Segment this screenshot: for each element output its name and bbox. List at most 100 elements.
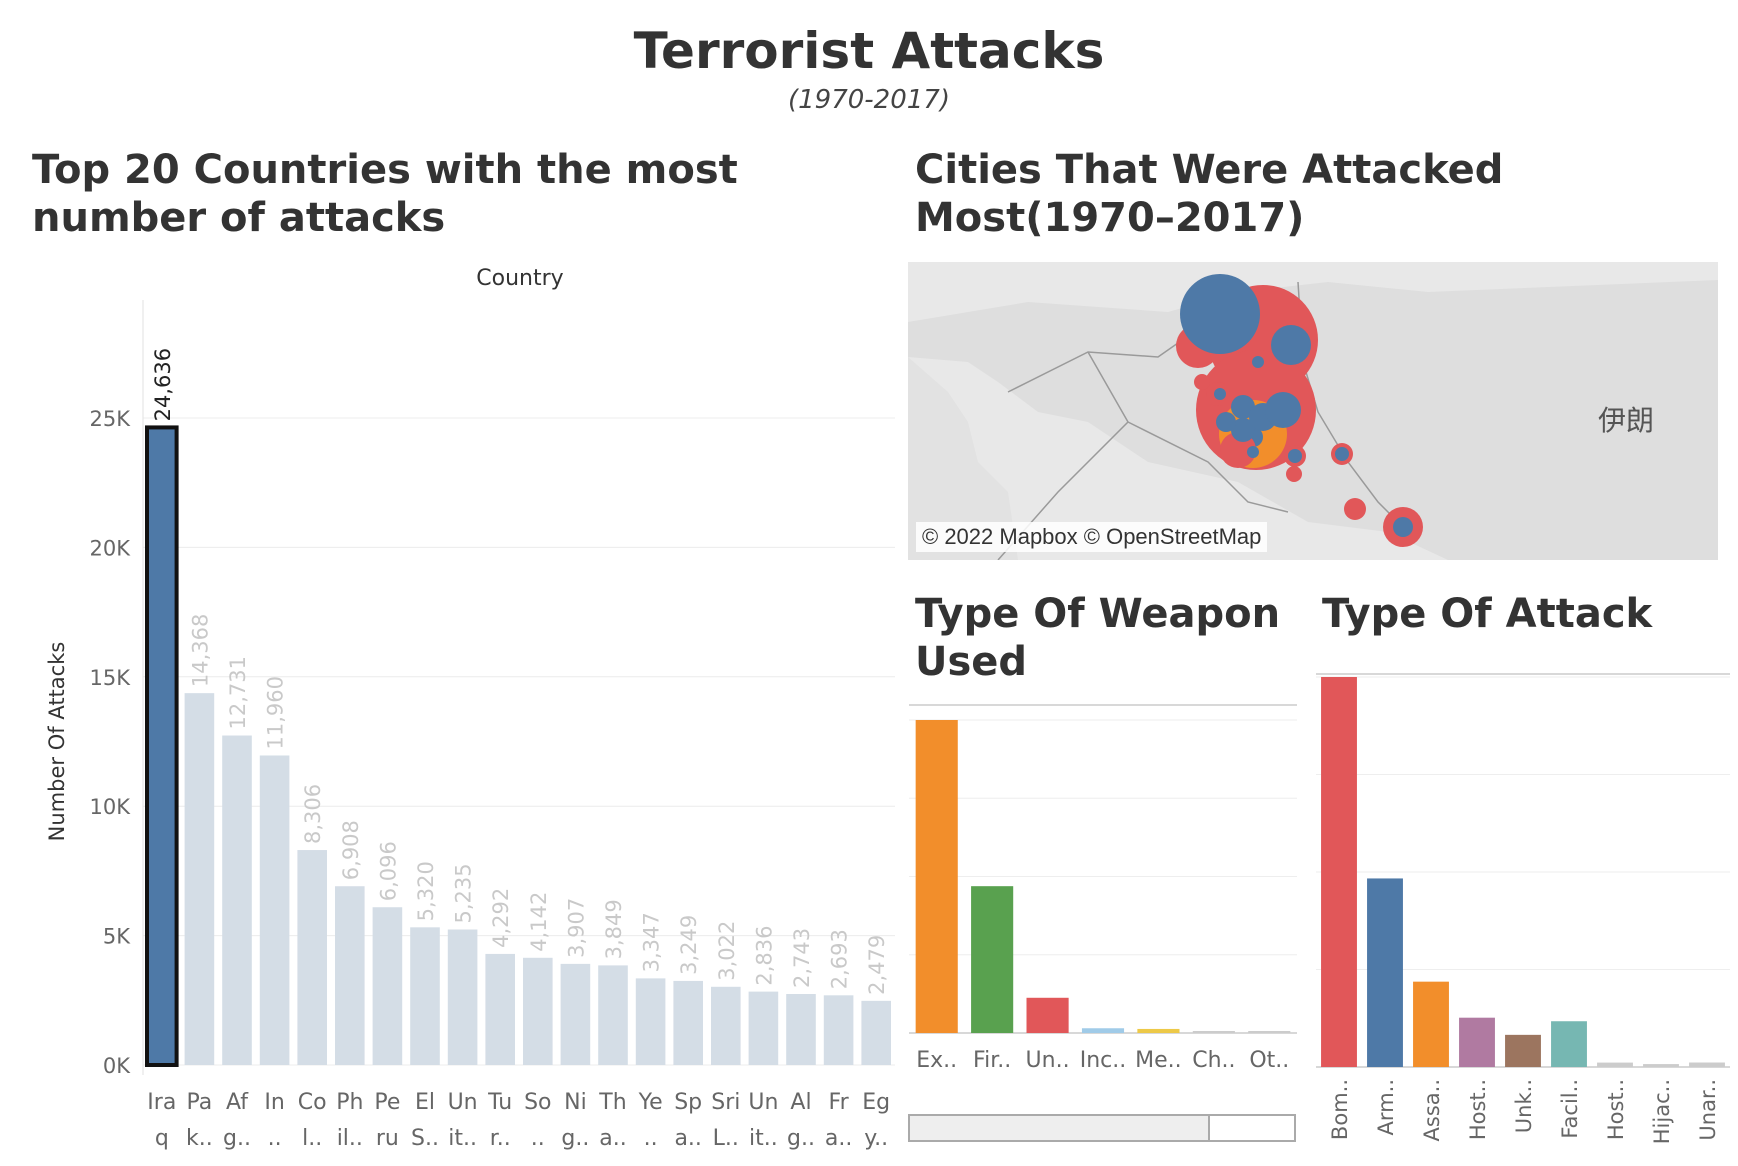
x-tick-label: Pa xyxy=(187,1090,213,1115)
attack-bar-chart[interactable]: Bom.. Arm.. Assa.. Host.. Unk.. Facil.. Host..… xyxy=(1310,652,1738,1166)
country-bar-chart[interactable]: Country Number Of Attacks 0K 5K 10K 15K 20K 25K… xyxy=(0,255,905,1160)
map-attribution[interactable]: © 2022 Mapbox © OpenStreetMap xyxy=(916,522,1268,552)
bar-value-label: 3,249 xyxy=(677,915,701,975)
country-bar xyxy=(447,929,478,1065)
x-tick-label: S.. xyxy=(411,1126,439,1151)
bar-value-label: 6,096 xyxy=(376,841,400,901)
x-tick-label: Ph xyxy=(336,1090,363,1115)
country-bar xyxy=(372,907,403,1065)
x-tick-label: Bom.. xyxy=(1328,1079,1352,1140)
country-bar xyxy=(861,1000,891,1065)
map-city-marker xyxy=(1393,517,1413,537)
x-tick-label: a.. xyxy=(825,1126,852,1151)
x-tick-label: Ni xyxy=(564,1090,587,1115)
category-bar xyxy=(1689,1062,1725,1067)
map-city-marker xyxy=(1180,274,1260,354)
x-tick-label: Af xyxy=(226,1090,249,1115)
bar-value-label: 12,731 xyxy=(226,656,250,729)
x-tick-label: Unk.. xyxy=(1512,1079,1536,1133)
y-tick-label: 15K xyxy=(90,666,132,690)
category-bar xyxy=(1192,1031,1235,1033)
bar-value-label: 3,907 xyxy=(564,898,588,958)
country-bar xyxy=(485,953,515,1065)
x-tick-label: Un.. xyxy=(1026,1048,1070,1073)
weapon-chart-scrollbar[interactable] xyxy=(908,1114,1296,1142)
country-bar xyxy=(748,991,779,1065)
x-tick-label: ru xyxy=(376,1126,399,1151)
map-city-marker xyxy=(1214,388,1226,400)
map-city-marker xyxy=(1286,466,1302,482)
bar-value-label: 14,368 xyxy=(188,614,212,687)
bar-value-label: 11,960 xyxy=(264,676,288,749)
category-bar xyxy=(1413,981,1449,1067)
x-tick-label: g.. xyxy=(561,1126,589,1151)
category-bar xyxy=(1248,1031,1291,1033)
country-bar xyxy=(335,886,365,1065)
map-city-marker xyxy=(1344,498,1366,520)
x-tick-label: Sri xyxy=(711,1090,740,1115)
category-bar xyxy=(1459,1017,1495,1067)
bar-value-label: 3,022 xyxy=(715,921,739,981)
map-border-line xyxy=(1127,421,1289,513)
dashboard-title: Terrorist Attacks xyxy=(633,22,1105,80)
map-city-marker xyxy=(1194,374,1210,390)
x-tick-label: Fir.. xyxy=(973,1048,1011,1073)
map-canvas: 伊朗 xyxy=(908,262,1718,560)
x-tick-label: Host.. xyxy=(1604,1079,1628,1140)
x-tick-label: Hijac.. xyxy=(1650,1079,1674,1144)
weapon-bar-chart[interactable]: Ex.. Fir.. Un.. Inc.. Me.. Ch.. Ot.. xyxy=(905,700,1305,1100)
chart-title: Country xyxy=(476,266,563,291)
x-tick-label: Al xyxy=(790,1090,811,1115)
bar-value-label: 2,693 xyxy=(828,929,852,989)
attack-section-title: Type Of Attack xyxy=(1322,591,1653,637)
dashboard-subtitle: (1970-2017) xyxy=(787,85,950,115)
x-tick-label: Sp xyxy=(674,1090,702,1115)
y-tick-label: 0K xyxy=(103,1054,131,1078)
category-bar xyxy=(1321,677,1357,1067)
bar-value-label: 4,292 xyxy=(489,888,513,948)
y-tick-label: 5K xyxy=(103,925,131,949)
bar-value-label: 5,235 xyxy=(452,863,476,923)
scrollbar-thumb[interactable] xyxy=(910,1116,1210,1140)
country-bar xyxy=(823,995,854,1065)
x-tick-label: l.. xyxy=(302,1126,322,1151)
weapon-section-title: Type Of Weapon Used xyxy=(915,591,1281,685)
bar-value-label: 2,479 xyxy=(865,935,889,995)
x-tick-label: a.. xyxy=(674,1126,701,1151)
country-bar xyxy=(711,986,741,1065)
y-tick-label: 20K xyxy=(90,536,132,560)
x-tick-label: Th xyxy=(598,1090,626,1115)
category-bar xyxy=(1551,1021,1587,1067)
x-tick-label: Un xyxy=(748,1090,778,1115)
country-bar xyxy=(598,965,628,1065)
bar-value-label: 5,320 xyxy=(414,861,438,921)
x-tick-label: Ch.. xyxy=(1192,1048,1235,1073)
x-tick-label: it.. xyxy=(448,1126,477,1151)
map-city-marker xyxy=(1231,395,1255,419)
x-tick-label: Arm.. xyxy=(1374,1079,1398,1135)
y-tick-label: 25K xyxy=(90,407,132,431)
category-bar xyxy=(971,886,1014,1033)
country-bar xyxy=(297,850,327,1065)
y-axis-label: Number Of Attacks xyxy=(45,642,69,842)
x-tick-label: So xyxy=(524,1090,551,1115)
country-bar xyxy=(184,693,215,1065)
bar-value-label: 2,836 xyxy=(752,925,776,985)
category-bar xyxy=(1505,1034,1541,1067)
y-tick-label: 10K xyxy=(90,795,132,819)
x-tick-label: Eg xyxy=(862,1090,890,1115)
x-tick-label: Ot.. xyxy=(1249,1048,1289,1073)
map-city-marker xyxy=(1252,356,1264,368)
country-bar xyxy=(145,425,179,1067)
cities-map[interactable]: 伊朗 © 2022 Mapbox © OpenStreetMap xyxy=(908,262,1718,560)
cities-section-title: Cities That Were Attacked Most(1970–2017… xyxy=(915,147,1504,241)
x-tick-label: Host.. xyxy=(1466,1079,1490,1140)
bar-value-label: 3,347 xyxy=(640,912,664,972)
x-tick-label: it.. xyxy=(749,1126,778,1151)
x-tick-label: Tu xyxy=(487,1090,512,1115)
x-tick-label: .. xyxy=(531,1126,545,1151)
country-bar xyxy=(786,994,816,1065)
country-bar xyxy=(222,735,252,1065)
x-tick-label: Un xyxy=(448,1090,478,1115)
map-city-marker xyxy=(1288,449,1302,463)
